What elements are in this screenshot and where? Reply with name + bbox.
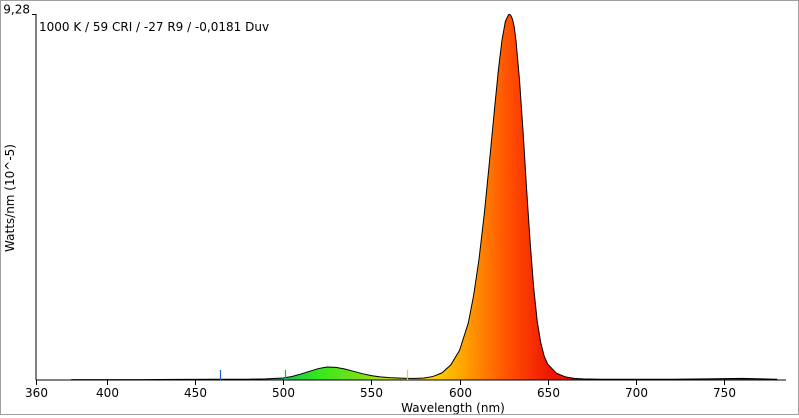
x-tick-label: 500 [272,386,295,400]
y-axis-label: Watts/nm (10^-5) [3,144,17,252]
x-tick-label: 400 [96,386,119,400]
x-tick-label: 750 [713,386,736,400]
spectrum-area [71,14,778,380]
x-tick-label: 650 [537,386,560,400]
chart-annotation: 1000 K / 59 CRI / -27 R9 / -0,0181 Duv [39,20,269,34]
x-axis-label: Wavelength (nm) [401,401,505,414]
x-tick-label: 360 [25,386,48,400]
y-tick-label: 9,28 [3,3,30,17]
spectrum-line [71,14,778,380]
x-tick-label: 700 [625,386,648,400]
x-tick-label: 450 [184,386,207,400]
x-tick-label: 550 [360,386,383,400]
x-tick-label: 600 [449,386,472,400]
